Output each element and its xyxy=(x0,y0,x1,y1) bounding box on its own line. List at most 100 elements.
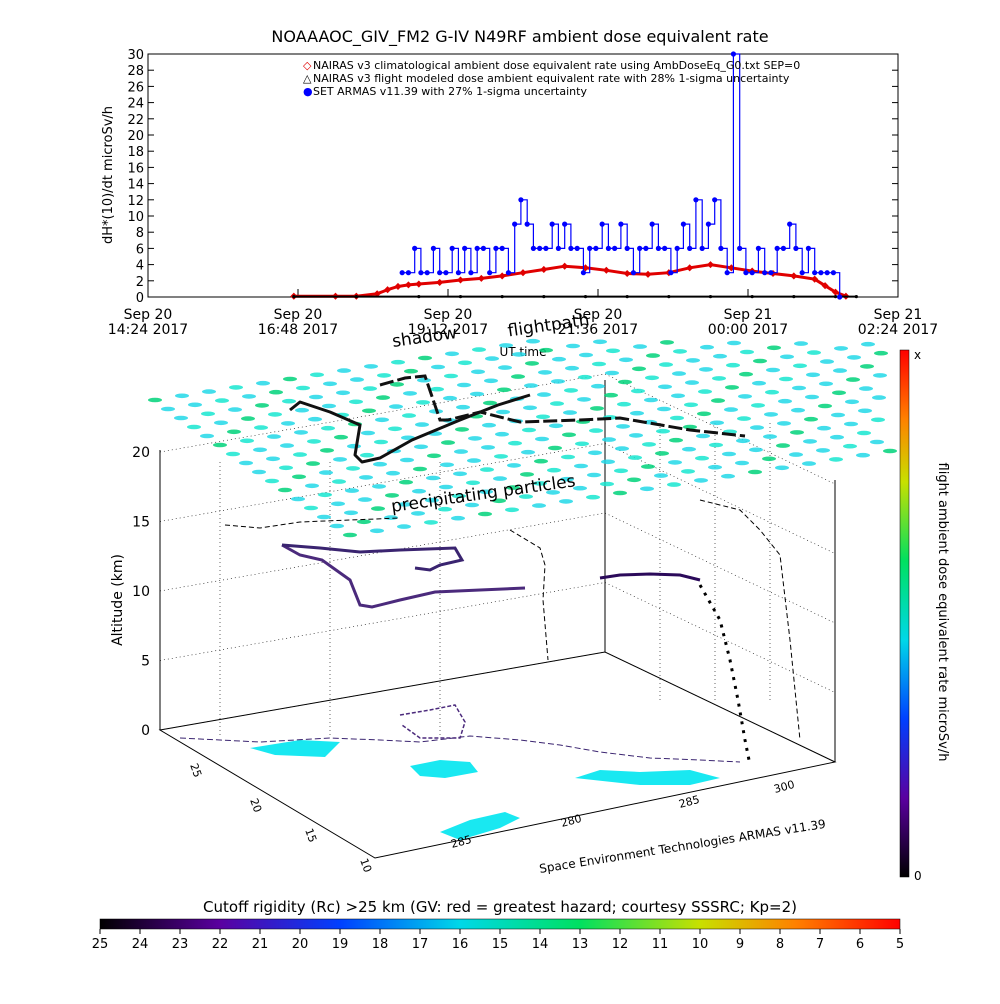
particle-mark xyxy=(722,451,736,457)
particle-mark xyxy=(806,372,820,378)
particle-mark xyxy=(574,463,588,469)
particle-mark xyxy=(780,354,794,360)
y-tick-label: 18 xyxy=(127,145,144,160)
particle-mark xyxy=(628,455,642,460)
particle-mark xyxy=(344,510,358,516)
series-point-climatological xyxy=(394,282,402,291)
y-tick-label: 2 xyxy=(136,275,144,290)
series-point-armas xyxy=(474,245,480,251)
particle-mark xyxy=(282,398,296,404)
series-point-modeled xyxy=(750,294,754,299)
particle-mark xyxy=(202,389,216,394)
cutoff-tick-label: 14 xyxy=(532,937,549,952)
particle-mark xyxy=(213,442,227,448)
particle-mark xyxy=(388,426,402,432)
particle-mark xyxy=(505,507,519,513)
series-point-armas xyxy=(443,270,449,276)
particle-mark xyxy=(830,434,844,440)
series-point-armas xyxy=(449,245,455,251)
particle-mark xyxy=(791,407,805,413)
series-point-modeled xyxy=(417,294,421,299)
shadow-line-3 xyxy=(224,517,401,529)
particle-mark xyxy=(753,358,767,364)
particle-mark xyxy=(790,430,804,435)
particle-mark xyxy=(228,407,242,412)
particle-mark xyxy=(357,519,371,525)
particle-mark xyxy=(188,402,202,408)
series-point-armas xyxy=(699,245,705,251)
series-point-armas xyxy=(480,245,487,251)
particle-mark xyxy=(470,391,484,397)
particle-mark xyxy=(654,473,668,478)
series-point-armas xyxy=(724,270,730,276)
particle-mark xyxy=(645,375,659,381)
x-axis-label: UT time xyxy=(499,345,546,359)
series-point-armas xyxy=(412,245,418,251)
altitude-tick-label: 15 xyxy=(132,515,150,531)
particle-mark xyxy=(564,388,578,393)
series-point-armas xyxy=(562,221,568,227)
particle-mark xyxy=(565,365,579,371)
cutoff-tick-label: 9 xyxy=(736,937,744,952)
series-layer xyxy=(290,51,858,300)
particle-mark xyxy=(605,370,619,376)
particle-mark xyxy=(268,412,282,417)
particle-mark xyxy=(256,380,270,386)
particle-mark xyxy=(672,371,686,376)
particle-mark xyxy=(600,481,614,487)
altitude-label: Altitude (km) xyxy=(110,554,126,646)
particle-mark xyxy=(375,417,389,423)
particle-mark xyxy=(685,380,699,385)
particle-mark xyxy=(601,459,615,465)
series-point-armas xyxy=(812,270,818,276)
particle-mark xyxy=(512,352,526,357)
particle-mark xyxy=(740,349,754,355)
altitude-tick-label: 20 xyxy=(132,445,150,461)
series-point-armas xyxy=(405,270,412,276)
particle-mark xyxy=(735,460,749,466)
particle-mark xyxy=(535,436,549,442)
particle-mark xyxy=(457,382,471,388)
series-point-armas xyxy=(837,294,843,300)
particle-mark xyxy=(641,464,655,469)
particle-mark xyxy=(441,440,455,445)
particle-mark xyxy=(617,401,631,407)
cutoff-tick-label: 20 xyxy=(292,937,309,952)
particle-mark xyxy=(660,340,674,345)
particle-mark xyxy=(291,496,305,502)
particle-mark xyxy=(669,437,683,443)
series-point-armas xyxy=(655,245,662,251)
particle-mark xyxy=(872,395,886,400)
particle-mark xyxy=(404,368,418,374)
y-tick-label: 12 xyxy=(127,194,144,209)
series-point-armas xyxy=(512,221,518,227)
x-tick-label-date: Sep 21 xyxy=(874,307,923,323)
particle-mark xyxy=(403,391,417,396)
y-tick-label: 6 xyxy=(136,242,144,257)
particle-mark xyxy=(331,501,345,507)
particle-mark xyxy=(524,383,538,388)
series-point-armas xyxy=(674,245,680,251)
series-point-armas xyxy=(468,270,474,276)
particle-mark xyxy=(709,442,723,448)
particle-mark xyxy=(265,478,279,484)
legend-symbol: ● xyxy=(303,85,313,98)
particle-mark xyxy=(765,389,779,395)
particle-mark xyxy=(763,434,777,439)
particle-mark xyxy=(562,432,576,438)
particle-mark xyxy=(310,372,324,378)
series-point-armas xyxy=(643,245,649,251)
series-point-armas xyxy=(618,221,624,227)
cutoff-tick-label: 12 xyxy=(612,937,629,952)
particle-mark xyxy=(646,353,660,358)
particle-mark xyxy=(820,359,834,364)
altitude-tick-label: 10 xyxy=(132,584,150,600)
particle-mark xyxy=(306,461,320,466)
particle-mark xyxy=(481,445,495,450)
particle-mark xyxy=(700,344,714,350)
particle-mark xyxy=(498,365,512,370)
dose-colorbar xyxy=(899,349,910,878)
particle-mark xyxy=(776,443,790,448)
